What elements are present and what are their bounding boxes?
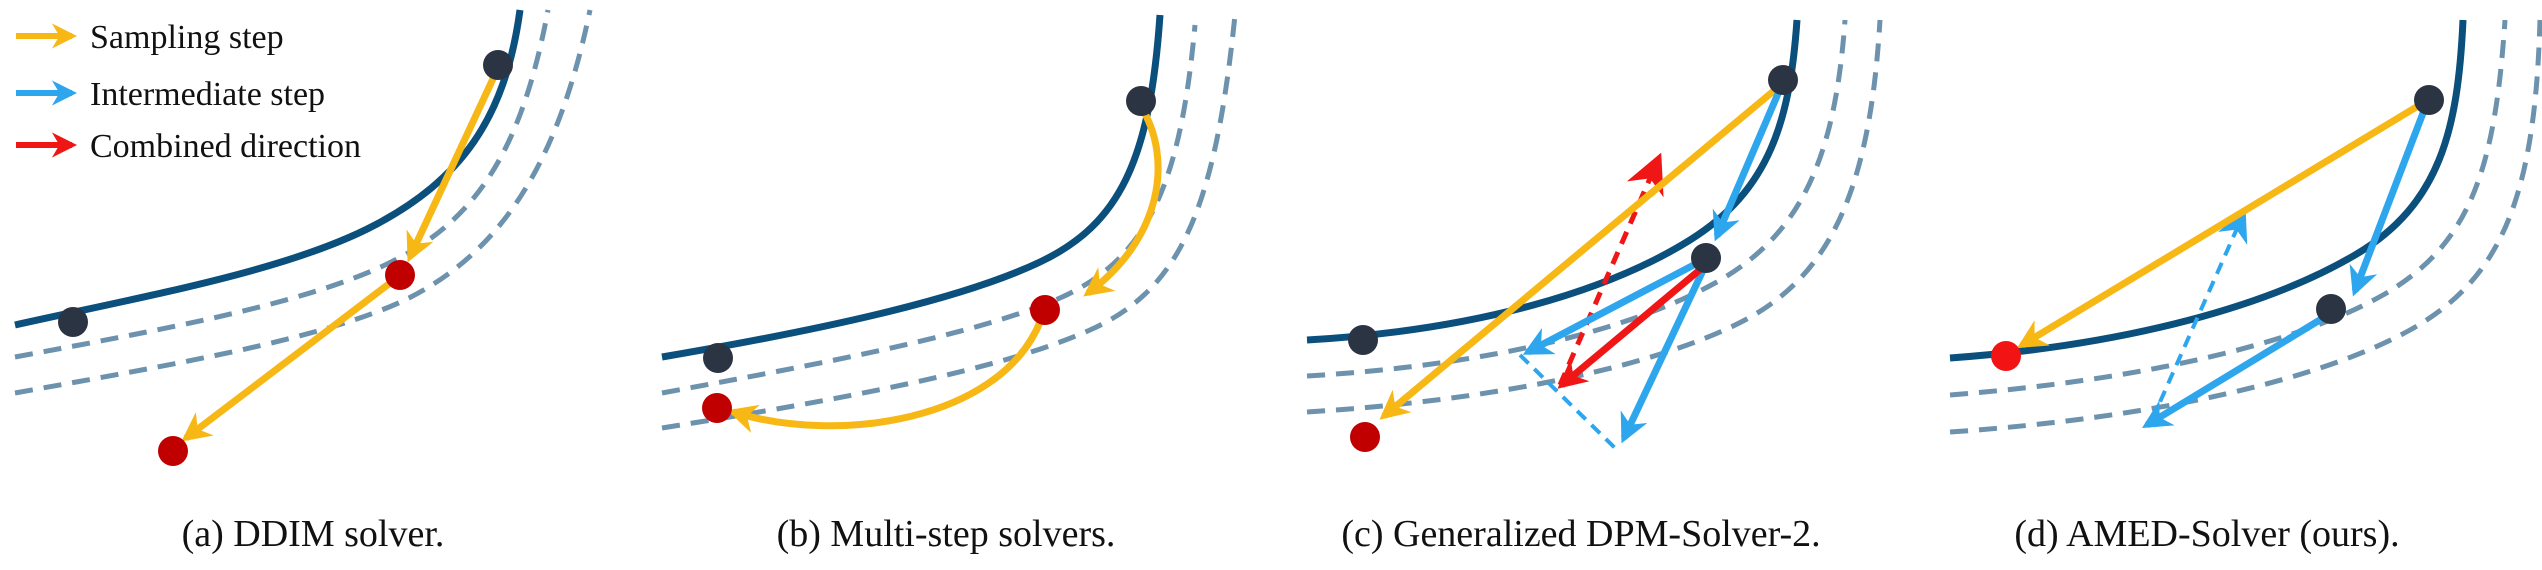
dashed-red-guide: [1557, 152, 1664, 386]
dashed-curve: [14, 9, 593, 396]
intermediate-point: [2316, 294, 2346, 324]
caption-c: (c) Generalized DPM-Solver-2.: [1341, 513, 1820, 555]
caption-b: (b) Multi-step solvers.: [777, 513, 1116, 555]
trajectory-point: [1348, 325, 1378, 355]
dashed-curve: [1306, 19, 1883, 415]
dashed-curve: [1306, 19, 1848, 379]
panel-multistep: (b) Multi-step solvers.: [661, 14, 1238, 555]
legend: Sampling step Intermediate step Combined…: [16, 19, 361, 165]
caption-a: (a) DDIM solver.: [182, 513, 445, 555]
trajectory-point: [1126, 86, 1156, 116]
dashed-blue-guide: [1518, 353, 1617, 450]
sampling-step-arrow: [1083, 103, 1162, 297]
sampling-step-arrow: [1379, 81, 1785, 420]
dashed-curve: [661, 24, 1198, 396]
intermediate-step-arrow: [1620, 262, 1710, 444]
panel-dpm-solver-2: (c) Generalized DPM-Solver-2.: [1306, 19, 1883, 555]
sampling-step-arrow: [406, 66, 502, 263]
predicted-point: [1991, 341, 2021, 371]
predicted-point: [158, 436, 188, 466]
dashed-curve: [661, 14, 1238, 431]
trajectory-point: [1768, 65, 1798, 95]
intermediate-step-arrow: [1712, 80, 1787, 242]
sampling-step-arrow: [2016, 97, 2430, 349]
trajectory-point: [2414, 85, 2444, 115]
intermediate-step-arrow: [1522, 254, 1709, 356]
dashed-curve: [14, 9, 551, 360]
dashed-blue-guide: [2150, 209, 2248, 421]
sampling-step-arrow: [181, 274, 401, 442]
dashed-curve: [1949, 19, 2542, 435]
predicted-point: [1030, 295, 1060, 325]
caption-d: (d) AMED-Solver (ours).: [2014, 513, 2399, 555]
intermediate-step-arrow: [2141, 312, 2330, 429]
trajectory-point: [483, 50, 513, 80]
panel-ddim: (a) DDIM solver.: [14, 9, 593, 555]
legend-combined-label: Combined direction: [90, 128, 361, 165]
predicted-point: [702, 393, 732, 423]
legend-intermediate-label: Intermediate step: [90, 76, 325, 113]
intermediate-step-arrow: [2349, 98, 2432, 297]
trajectory-curve: [661, 14, 1164, 361]
predicted-point: [1350, 422, 1380, 452]
combined-direction-arrow: [1557, 265, 1705, 389]
legend-sampling-label: Sampling step: [90, 19, 284, 56]
predicted-point: [385, 260, 415, 290]
trajectory-point: [703, 343, 733, 373]
trajectory-point: [58, 307, 88, 337]
panel-amed-solver: (d) AMED-Solver (ours).: [1949, 19, 2542, 555]
dashed-curve: [1949, 19, 2508, 398]
intermediate-point: [1691, 243, 1721, 273]
sampling-step-arrow: [727, 320, 1044, 433]
trajectory-curve: [1306, 19, 1801, 344]
trajectory-curve: [14, 9, 524, 329]
trajectory-curve: [1949, 19, 2467, 362]
